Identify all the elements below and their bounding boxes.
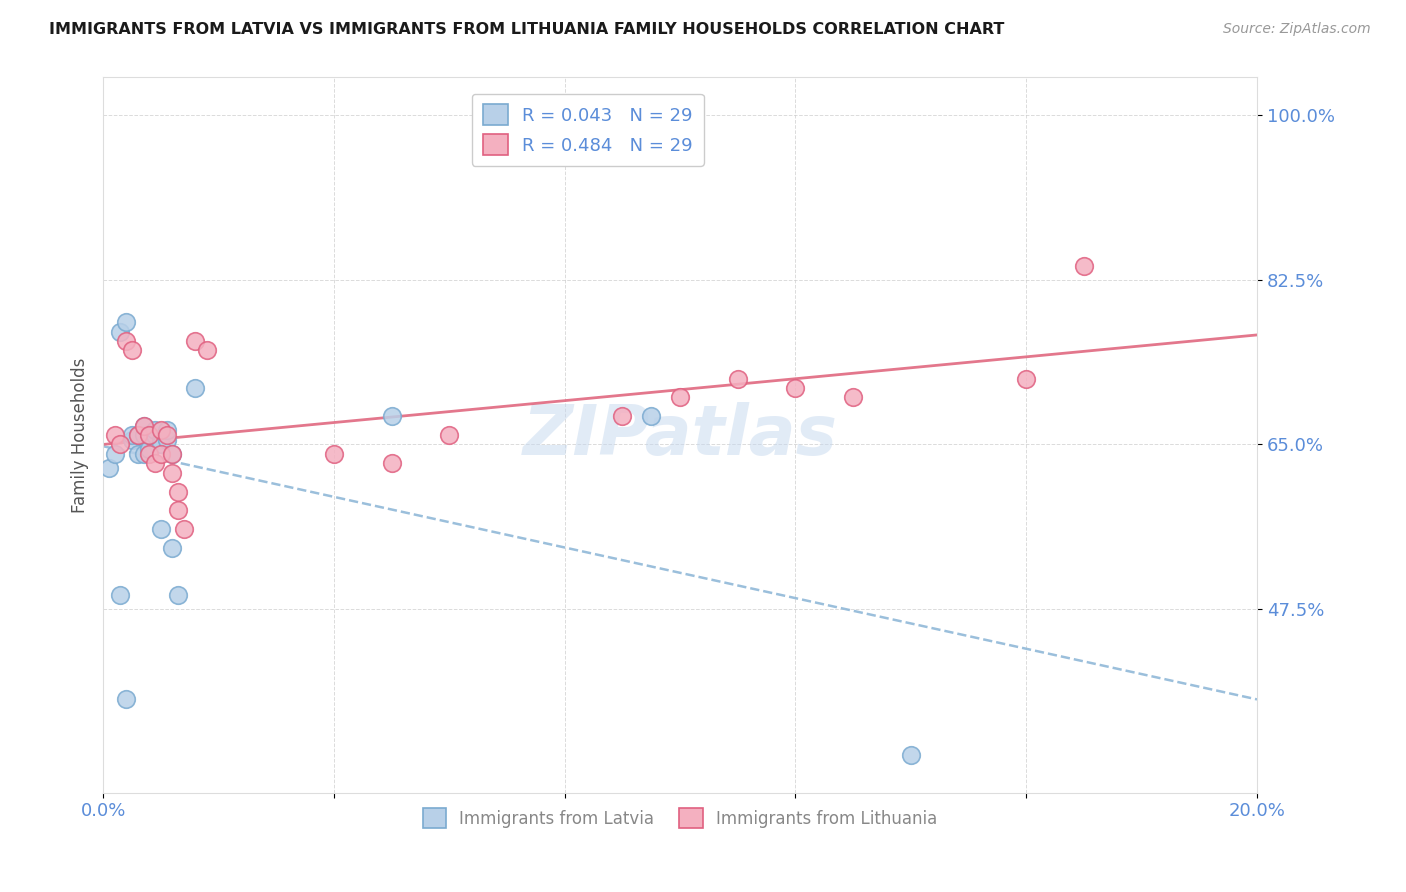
- Point: [727, 371, 749, 385]
- Point: [669, 391, 692, 405]
- Point: [162, 447, 184, 461]
- Point: [132, 418, 155, 433]
- Point: [127, 428, 149, 442]
- Point: [167, 588, 190, 602]
- Point: [167, 484, 190, 499]
- Text: Source: ZipAtlas.com: Source: ZipAtlas.com: [1223, 22, 1371, 37]
- Point: [162, 541, 184, 555]
- Point: [195, 343, 218, 358]
- Point: [439, 428, 461, 442]
- Point: [640, 409, 662, 424]
- Point: [167, 503, 190, 517]
- Point: [127, 447, 149, 461]
- Point: [149, 433, 172, 447]
- Point: [121, 428, 143, 442]
- Legend: Immigrants from Latvia, Immigrants from Lithuania: Immigrants from Latvia, Immigrants from …: [416, 802, 943, 834]
- Point: [155, 433, 177, 447]
- Point: [149, 423, 172, 437]
- Point: [143, 428, 166, 442]
- Point: [121, 343, 143, 358]
- Point: [110, 437, 132, 451]
- Point: [138, 428, 160, 442]
- Point: [115, 691, 138, 706]
- Point: [173, 522, 195, 536]
- Y-axis label: Family Households: Family Households: [72, 358, 89, 513]
- Point: [104, 428, 127, 442]
- Point: [322, 447, 344, 461]
- Text: IMMIGRANTS FROM LATVIA VS IMMIGRANTS FROM LITHUANIA FAMILY HOUSEHOLDS CORRELATIO: IMMIGRANTS FROM LATVIA VS IMMIGRANTS FRO…: [49, 22, 1004, 37]
- Point: [110, 588, 132, 602]
- Point: [138, 447, 160, 461]
- Point: [143, 456, 166, 470]
- Point: [115, 334, 138, 348]
- Point: [132, 418, 155, 433]
- Point: [149, 447, 172, 461]
- Point: [115, 315, 138, 329]
- Point: [149, 522, 172, 536]
- Point: [97, 461, 120, 475]
- Point: [162, 447, 184, 461]
- Point: [149, 437, 172, 451]
- Point: [184, 381, 207, 395]
- Point: [132, 447, 155, 461]
- Point: [143, 423, 166, 437]
- Point: [132, 428, 155, 442]
- Point: [381, 409, 404, 424]
- Point: [785, 381, 807, 395]
- Point: [155, 428, 177, 442]
- Point: [612, 409, 634, 424]
- Point: [381, 456, 404, 470]
- Point: [1073, 259, 1095, 273]
- Point: [162, 466, 184, 480]
- Point: [138, 428, 160, 442]
- Point: [842, 391, 865, 405]
- Point: [900, 747, 922, 762]
- Text: ZIPatlas: ZIPatlas: [523, 401, 838, 468]
- Point: [110, 325, 132, 339]
- Point: [155, 423, 177, 437]
- Point: [1015, 371, 1038, 385]
- Point: [138, 442, 160, 457]
- Point: [184, 334, 207, 348]
- Point: [104, 447, 127, 461]
- Point: [121, 433, 143, 447]
- Point: [127, 428, 149, 442]
